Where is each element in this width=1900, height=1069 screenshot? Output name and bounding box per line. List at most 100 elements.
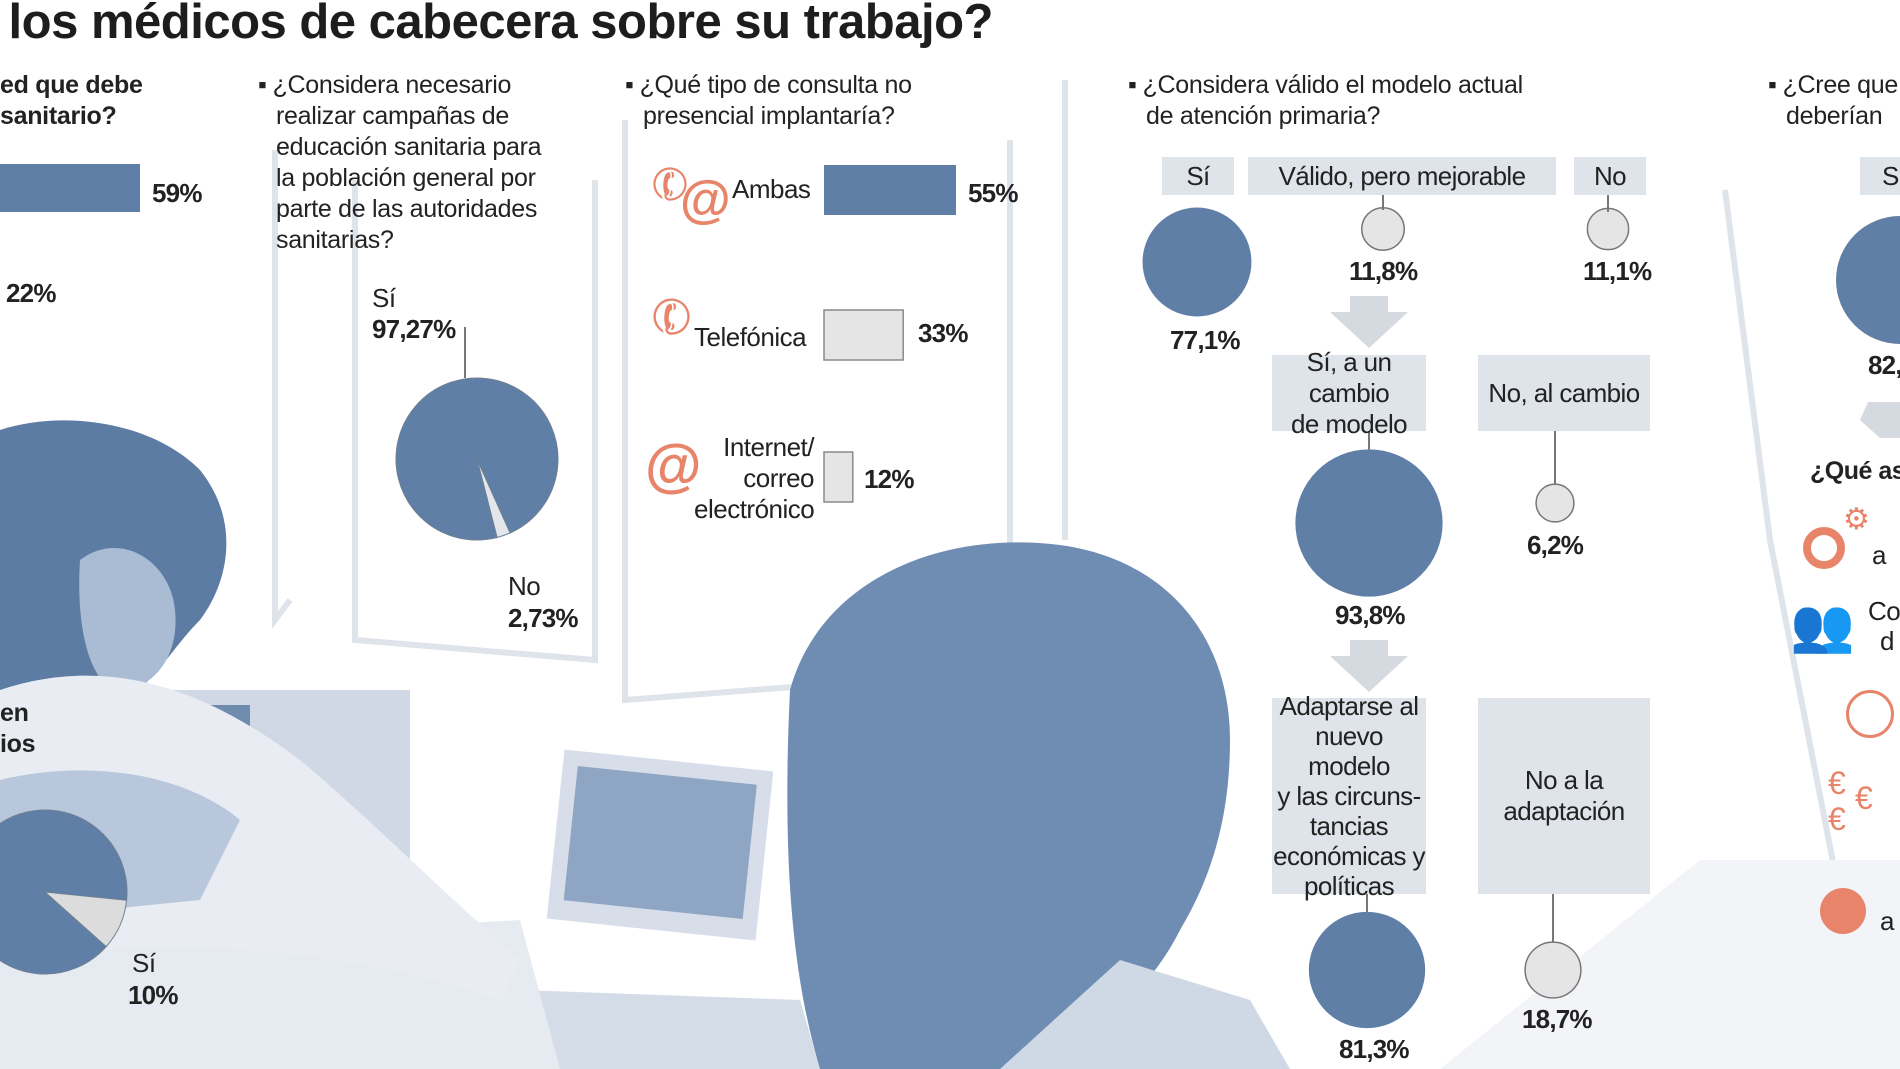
- chart4-question-line: en: [0, 699, 29, 727]
- chart4-question: en ios: [0, 698, 36, 760]
- chart5-level3-bubble-2: [1524, 941, 1582, 999]
- chart5-level1-bubble-1: [1142, 207, 1252, 317]
- chart2-question-line: parte de las autoridades: [276, 195, 538, 223]
- chart2-slice-label-2: 2,73%: [508, 603, 579, 633]
- phone-email-icon: ✆ @: [645, 156, 732, 230]
- chart5-question-text: ¿Considera válido el modelo actual: [1142, 71, 1524, 99]
- chart1-bar-2: [52, 262, 140, 310]
- page-title: n los médicos de cabecera sobre su traba…: [0, 0, 993, 49]
- chart3-question-line: presencial implantaría?: [643, 102, 895, 130]
- chart5-level2-header-1-line: de modelo: [1290, 408, 1408, 439]
- chart5-level3-header-1: Adaptarse al nuevo modelo y las circuns-…: [1272, 691, 1426, 901]
- chart3-category-3-line: Internet/: [723, 432, 814, 462]
- chart3-category-3: Internet/ correo electrónico: [694, 432, 815, 525]
- chart5-level3-bubble-1: [1308, 911, 1426, 1029]
- chart5-level2-label-2: 6,2%: [1527, 530, 1584, 560]
- chart5-question: ▪ ¿Considera válido el modelo actual de a…: [1128, 70, 1588, 132]
- chart1-bar-1: [0, 164, 140, 212]
- chart1-question-line: sanitario?: [0, 102, 117, 130]
- chart2-slice-2: [395, 377, 559, 541]
- chart2-question-line: realizar campañas de: [276, 102, 510, 130]
- chart4-slice-1: [0, 809, 128, 975]
- chart2-question-line: sanitarias?: [276, 226, 394, 254]
- people-icon: 👥: [1790, 597, 1855, 655]
- chart1-label-2: 22%: [6, 278, 56, 308]
- chart2-question-line: ▪ ¿Considera necesario: [258, 70, 588, 101]
- chart1-question: ed que debe sanitario?: [0, 70, 143, 132]
- chart5-level1-header-2: Válido, pero mejorable: [1248, 157, 1556, 195]
- chart5-level1-label-2: 11,8%: [1349, 256, 1418, 286]
- chart5-question-line: ▪ ¿Considera válido el modelo actual: [1128, 70, 1588, 101]
- chart5-level1-bubble-3: [1586, 207, 1630, 251]
- chart5-level3-header-1-line: tancias: [1309, 811, 1389, 841]
- down-arrow-icon: [1330, 640, 1408, 692]
- chart3-category-3-line: electrónico: [694, 494, 815, 524]
- gear-icon: ⚙: [1843, 503, 1870, 536]
- chart1-label-1: 59%: [152, 178, 202, 208]
- clock-icon: [1846, 690, 1894, 738]
- chart3-label-2: 33%: [918, 318, 968, 348]
- chart6-question-line: ▪ ¿Cree que: [1768, 70, 1900, 101]
- chart6-icon-text-1: a: [1872, 540, 1886, 570]
- chart5-level3-header-1-line: políticas: [1304, 871, 1395, 901]
- chart3-question-text: ¿Qué tipo de consulta no: [639, 71, 912, 99]
- bullet: ▪: [1768, 71, 1777, 99]
- chart3-category-2: Telefónica: [694, 322, 807, 352]
- chart5-level3-header-1-line: y las circuns-: [1277, 781, 1421, 811]
- chart5-level2-header-1: Sí, a un cambio de modelo: [1272, 347, 1426, 439]
- down-arrow-icon: [1860, 402, 1900, 438]
- chart6-icon-text-3: d: [1880, 626, 1894, 656]
- chart5-level3-label-1: 81,3%: [1339, 1034, 1410, 1064]
- chart6-value-label: 82,: [1868, 350, 1900, 380]
- chart6-bubble: [1836, 216, 1900, 344]
- chart6-header: S: [1860, 157, 1900, 195]
- chart2-slice-name-2: No: [508, 571, 541, 601]
- chart6-icon-text-4: a: [1880, 906, 1894, 936]
- chart1-bar-3: [64, 358, 140, 406]
- chart5-level3-header-1-line: nuevo modelo: [1308, 721, 1390, 781]
- chart5-level3-header-1-line: Adaptarse al: [1279, 691, 1419, 721]
- chart1-label-3: 19%: [0, 374, 42, 404]
- chart3-question-line: ▪ ¿Qué tipo de consulta no: [625, 70, 955, 101]
- chart3-question: ▪ ¿Qué tipo de consulta no presencial imp…: [625, 70, 955, 132]
- chart5-question-line: de atención primaria?: [1146, 102, 1381, 130]
- chart6-question: ▪ ¿Cree que deberían: [1768, 70, 1900, 132]
- down-arrow-icon: [1330, 296, 1408, 348]
- chart3-category-1: Ambas: [732, 174, 811, 204]
- chart5-level3-header-2-line: No a la: [1524, 765, 1604, 795]
- chart5-level2-header-2: No, al cambio: [1478, 355, 1650, 431]
- chart5-level1-header-3: No: [1574, 157, 1646, 195]
- euro-icon: € €: [1828, 765, 1846, 837]
- chart3-category-3-line: correo: [743, 463, 814, 493]
- chart5-level2-header-1-line: Sí, a un cambio: [1306, 346, 1392, 408]
- chart5-level1-label-3: 11,1%: [1583, 256, 1652, 286]
- chart5-level3-label-2: 18,7%: [1522, 1004, 1593, 1034]
- chart2-question-line: educación sanitaria para: [276, 133, 542, 161]
- at-icon: @: [680, 171, 731, 229]
- chart5-level3-header-1-line: económicas y: [1273, 841, 1425, 871]
- at-icon: @: [645, 433, 702, 498]
- chart6-sub-question: ¿Qué as: [1810, 457, 1900, 485]
- chart5-level2-bubble-2: [1535, 483, 1575, 523]
- chart4-slice-label-1: 10%: [128, 980, 178, 1010]
- chart6-question-line: deberían: [1786, 102, 1883, 130]
- chart3-label-3: 12%: [864, 464, 914, 494]
- chart2-question-line: la población general por: [276, 164, 536, 192]
- chart5-level1-header-1: Sí: [1162, 157, 1234, 195]
- chart2-question: ▪ ¿Considera necesario realizar campañas …: [258, 70, 588, 256]
- bullet: ▪: [258, 71, 267, 99]
- chart5-level3-header-2-line: adaptación: [1503, 796, 1625, 826]
- chart5-level1-label-1: 77,1%: [1170, 325, 1241, 355]
- chart6-question-text: ¿Cree que: [1782, 71, 1899, 99]
- chart3-label-1: 55%: [968, 178, 1018, 208]
- chart2-question-text: ¿Considera necesario: [272, 71, 512, 99]
- chart4-slice-2: [43, 891, 128, 948]
- bullet: ▪: [1128, 71, 1137, 99]
- chart5-level2-bubble-1: [1295, 449, 1443, 597]
- chart4-question-line: ios: [0, 730, 36, 758]
- bullet: ▪: [625, 71, 634, 99]
- chart1-question-line: ed que debe: [0, 71, 143, 99]
- chart6-icon-text-2: Co: [1868, 596, 1900, 626]
